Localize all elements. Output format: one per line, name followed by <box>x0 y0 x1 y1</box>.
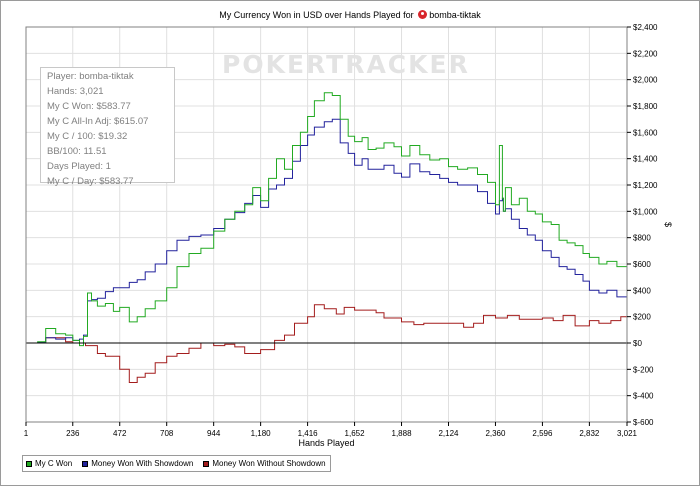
x-tick-label: 944 <box>207 429 221 438</box>
x-tick-label: 472 <box>113 429 127 438</box>
watermark-logo: POKERTRACKER <box>222 50 470 79</box>
stats-line: Days Played: 1 <box>47 161 111 172</box>
x-tick-label: 1,180 <box>251 429 272 438</box>
legend-item: Money Won Without Showdown <box>203 459 326 468</box>
player-stats-box: Player: bomba-tiktak Hands: 3,021 My C Won… <box>40 67 175 187</box>
chart-title: My Currency Won in USD over Hands Played… <box>0 10 700 20</box>
y-tick-label: $600 <box>633 260 651 269</box>
y-tick-label: $2,000 <box>633 76 658 85</box>
y-tick-label: $1,400 <box>633 155 658 164</box>
legend-item: Money Won With Showdown <box>82 459 193 468</box>
x-tick-label: 2,124 <box>438 429 459 438</box>
x-tick-label: 708 <box>160 429 174 438</box>
title-player-name: bomba-tiktak <box>429 10 481 20</box>
legend-item: My C Won <box>26 459 72 468</box>
stats-line: My C / Day: $583.77 <box>47 176 134 187</box>
series-line-my-c-won <box>26 92 627 347</box>
x-tick-label: 1,652 <box>345 429 366 438</box>
chart-legend: My C Won Money Won With Showdown Money Won… <box>22 455 331 472</box>
title-text: My Currency Won in USD over Hands Played… <box>219 10 414 20</box>
y-axis-label: $ <box>663 222 673 227</box>
legend-swatch <box>203 460 210 467</box>
x-tick-label: 2,596 <box>532 429 553 438</box>
legend-label: My C Won <box>35 459 73 468</box>
stats-line: Player: bomba-tiktak <box>47 71 134 82</box>
x-tick-label: 1,888 <box>392 429 413 438</box>
plot-border <box>25 26 628 423</box>
y-tick-label: $-200 <box>633 365 654 374</box>
y-tick-label: $1,800 <box>633 102 658 111</box>
x-tick-label: 236 <box>66 429 80 438</box>
stats-line: BB/100: 11.51 <box>47 146 107 157</box>
y-tick-label: $1,200 <box>633 181 658 190</box>
x-tick-label: 1,416 <box>298 429 319 438</box>
y-tick-label: $0 <box>633 339 642 348</box>
y-tick-label: $-400 <box>633 392 654 401</box>
y-tick-label: $800 <box>633 234 651 243</box>
axes <box>25 26 628 423</box>
x-tick-label: 3,021 <box>617 429 638 438</box>
y-tick-label: $1,000 <box>633 207 658 216</box>
y-tick-label: $1,600 <box>633 128 658 137</box>
y-tick-label: $-600 <box>633 418 654 427</box>
legend-label: Money Won Without Showdown <box>212 459 326 468</box>
stats-line: My C Won: $583.77 <box>47 101 131 112</box>
y-axis-ticks: $-600 $-400 $-200 $0 $200 $400 $600 $800 $1,000 $… <box>627 23 658 427</box>
y-tick-label: $200 <box>633 313 651 322</box>
series-lines <box>26 92 627 383</box>
x-tick-label: 2,832 <box>579 429 600 438</box>
legend-label: Money Won With Showdown <box>91 459 194 468</box>
x-tick-label: 2,360 <box>485 429 506 438</box>
x-axis-ticks: 1 236 472 708 944 1,180 1,416 1,652 1,888 2,124 2,… <box>24 422 638 438</box>
y-tick-label: $2,400 <box>633 23 658 32</box>
pokertracker-logo-icon <box>418 10 428 19</box>
legend-swatch <box>26 460 32 467</box>
legend-swatch <box>82 460 89 467</box>
stats-line: Hands: 3,021 <box>47 86 104 97</box>
series-line-money-won-without-showdown <box>26 304 627 383</box>
y-tick-label: $400 <box>633 286 651 295</box>
y-tick-label: $2,200 <box>633 49 658 58</box>
x-axis-label: Hands Played <box>298 438 354 448</box>
x-tick-label: 1 <box>24 429 29 438</box>
stats-line: My C All-In Adj: $615.07 <box>47 116 149 127</box>
stats-line: My C / 100: $19.32 <box>47 131 128 142</box>
